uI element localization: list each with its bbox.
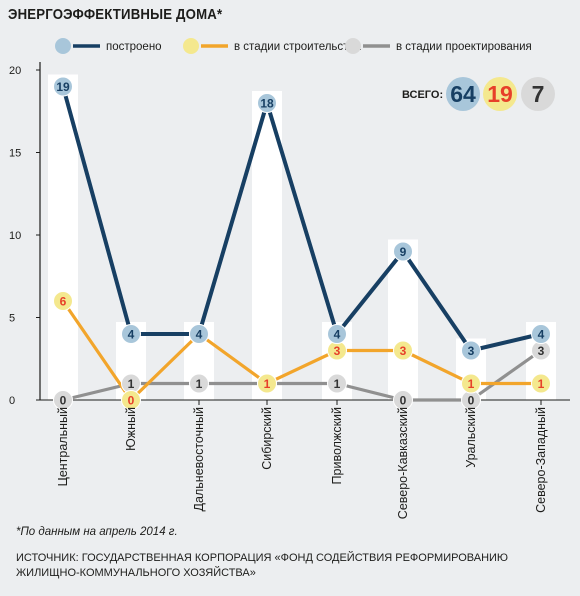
data-point <box>121 390 141 410</box>
data-point <box>393 340 413 361</box>
total-value: 7 <box>532 81 545 107</box>
data-label: 6 <box>60 294 67 308</box>
data-point <box>121 324 141 344</box>
data-label: 4 <box>196 327 203 341</box>
data-label: 3 <box>334 344 341 358</box>
data-label: 1 <box>334 377 341 391</box>
data-point <box>189 324 209 344</box>
data-point <box>189 373 209 394</box>
data-label: 0 <box>128 393 135 407</box>
data-label: 4 <box>334 327 341 341</box>
data-label: 1 <box>128 377 135 391</box>
data-label: 0 <box>468 393 475 407</box>
data-point <box>327 324 347 344</box>
total-badge <box>521 77 555 111</box>
x-tick-label: Северо-Кавказский <box>396 407 410 519</box>
data-label: 9 <box>400 245 407 259</box>
data-label: 3 <box>400 344 407 358</box>
totals-label: ВСЕГО: <box>402 89 443 101</box>
y-tick-label: 5 <box>9 313 15 325</box>
total-badge <box>483 77 517 111</box>
source-note: ИСТОЧНИК: ГОСУДАРСТВЕННАЯ КОРПОРАЦИЯ «ФО… <box>16 552 509 579</box>
y-tick-label: 10 <box>9 230 21 242</box>
data-label: 0 <box>400 393 407 407</box>
data-label: 0 <box>60 393 67 407</box>
data-point <box>461 373 481 394</box>
x-tick-label: Дальневосточный <box>192 407 206 511</box>
footnote: *По данным на апрель 2014 г. <box>16 526 178 538</box>
legend-label: построено <box>106 41 162 53</box>
y-tick-label: 20 <box>9 65 21 77</box>
total-value: 64 <box>450 81 476 107</box>
data-label: 1 <box>196 377 203 391</box>
x-tick-label: Уральский <box>464 407 478 468</box>
series-line-1 <box>61 85 542 353</box>
x-tick-label: Приволжский <box>330 407 344 484</box>
legend-marker <box>345 38 361 54</box>
data-label: 18 <box>260 96 274 110</box>
data-point <box>257 373 277 394</box>
total-badge <box>446 77 480 111</box>
total-value: 19 <box>487 81 513 107</box>
data-label: 1 <box>468 377 475 391</box>
data-point <box>327 373 347 394</box>
data-point <box>393 390 413 410</box>
data-label: 1 <box>264 377 271 391</box>
legend-marker <box>55 38 71 54</box>
data-point <box>461 340 481 361</box>
y-tick-label: 0 <box>9 395 15 407</box>
chart-title: ЭНЕРГОЭФФЕКТИВНЫЕ ДОМА* <box>8 6 223 23</box>
series-line-3 <box>62 349 542 402</box>
data-label: 4 <box>538 327 545 341</box>
data-point <box>393 241 413 262</box>
data-label: 3 <box>468 344 475 358</box>
data-point <box>531 324 551 344</box>
legend-marker <box>183 38 199 54</box>
legend-label: в стадии строительства <box>234 41 361 53</box>
data-point <box>53 76 73 97</box>
x-tick-label: Северо-Западный <box>534 407 548 513</box>
data-label: 19 <box>56 80 70 94</box>
x-tick-label: Южный <box>124 407 138 451</box>
legend-label: в стадии проектирования <box>396 41 532 53</box>
x-tick-label: Сибирский <box>260 407 274 470</box>
data-label: 4 <box>128 327 135 341</box>
data-label: 1 <box>538 377 545 391</box>
series-line-2 <box>61 300 541 402</box>
data-point <box>53 291 73 311</box>
data-label: 3 <box>538 344 545 358</box>
data-point <box>53 390 73 410</box>
x-tick-label: Центральный <box>56 407 70 486</box>
y-tick-label: 15 <box>9 148 21 160</box>
data-point <box>531 373 551 394</box>
data-point <box>257 93 277 113</box>
